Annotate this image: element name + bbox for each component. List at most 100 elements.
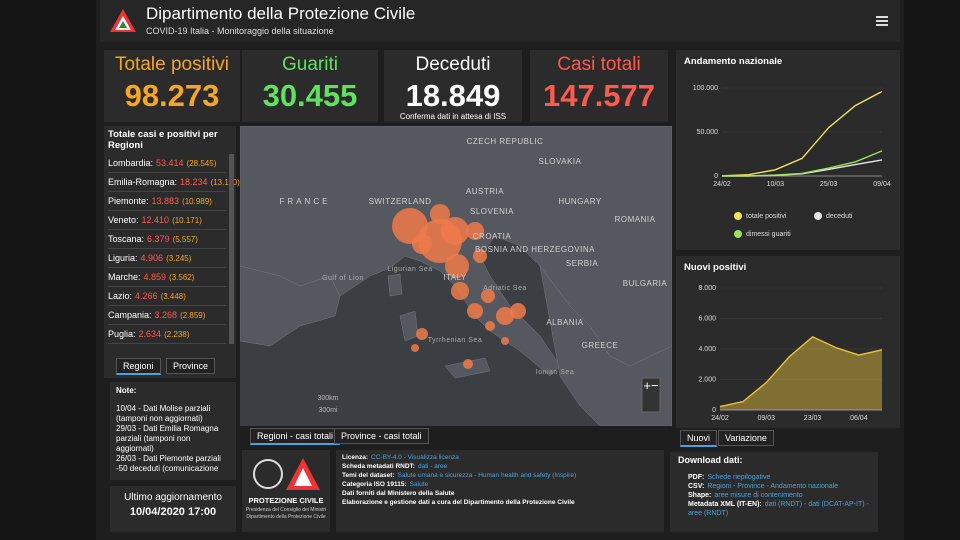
map-label: CROATIA	[473, 232, 512, 241]
info-label: Dati forniti dal Ministero della Salute	[342, 490, 455, 497]
update-label: Ultimo aggiornamento	[124, 492, 222, 503]
region-positive: (10.989)	[182, 197, 212, 206]
region-name: Emilia-Romagna:	[108, 177, 178, 187]
map-panel: FRANCE SWITZERLAND AUSTRIA CZECH REPUBLIC SL…	[240, 126, 672, 426]
header-title: Dipartimento della Protezione Civile	[146, 4, 416, 23]
stat-label: Casi totali	[557, 54, 641, 75]
region-row: Marche: 4.859 (3.562)	[108, 268, 226, 287]
map-bubble	[496, 307, 514, 325]
stat-box: Guariti 30.455	[242, 50, 378, 122]
region-positive: (2.238)	[164, 330, 190, 339]
logo-line: Presidenza del Consiglio dei Ministri	[245, 507, 327, 513]
x-tick-label: 24/02	[711, 415, 729, 422]
map-label: AUSTRIA	[466, 187, 504, 196]
legend-swatch	[814, 212, 822, 220]
region-total: 18.234	[180, 177, 208, 187]
land	[240, 265, 341, 347]
region-total: 2.634	[138, 329, 162, 339]
legend-swatch	[734, 212, 742, 220]
map-bubble	[481, 289, 495, 303]
header-subtitle: COVID-19 Italia - Monitoraggio della sit…	[146, 26, 334, 36]
logo-line: Dipartimento della Protezione Civile	[246, 514, 326, 520]
download-link: Schede riepilogative	[707, 474, 771, 481]
info-label: Licenza:	[342, 454, 369, 461]
info-panel: Licenza: CC-BY-4.0 - Visualizza licenza Sc…	[336, 450, 664, 532]
menu-button[interactable]	[876, 16, 888, 26]
map-bubble	[467, 303, 483, 319]
info-label: Categoria ISO 19115:	[342, 481, 407, 488]
y-tick-label: 8.000	[698, 285, 716, 292]
x-tick-label: 09/04	[873, 181, 891, 188]
map-label: ALBANIA	[546, 318, 583, 327]
chart-tab[interactable]: Variazione	[718, 430, 774, 446]
x-tick-label: 25/03	[820, 181, 838, 188]
region-name: Liguria:	[108, 253, 138, 263]
stat-label: Totale positivi	[114, 54, 230, 75]
chart-tab[interactable]: Nuovi	[680, 430, 718, 447]
download-item: Metadata XML (IT-EN): dati (RNDT) - dati …	[678, 500, 870, 518]
info-label: Elaborazione e gestione dati a cura del …	[342, 499, 575, 506]
download-label: CSV:	[688, 483, 705, 490]
region-name: Piemonte:	[108, 196, 149, 206]
map-tab[interactable]: Regioni - casi totali	[250, 428, 341, 445]
chart-title: Nuovi positivi	[684, 262, 747, 273]
region-tab[interactable]: Regioni	[116, 358, 161, 375]
region-total: 3.268	[154, 310, 178, 320]
region-row: Toscana: 6.379 (5.557)	[108, 230, 226, 249]
map-scale: 300km	[317, 395, 338, 402]
map-bubble	[466, 222, 484, 240]
map-tab[interactable]: Province - casi totali	[334, 428, 429, 444]
region-total: 6.379	[147, 234, 170, 244]
map-label: Tyrrhenian Sea	[428, 337, 482, 344]
map-label: SERBIA	[566, 259, 599, 268]
map-label: SWITZERLAND	[369, 197, 432, 206]
line	[721, 150, 883, 177]
region-name: Veneto:	[108, 215, 139, 225]
info-link: Salute umana e sicurezza - Human health …	[397, 472, 577, 479]
emblem	[253, 459, 283, 489]
region-row: Liguria: 4.906 (3.245)	[108, 249, 226, 268]
info-line: Dati forniti dal Ministero della Salute	[342, 489, 658, 498]
note-item: 26/03 - Dati Piemonte parziali -50 deced…	[116, 454, 221, 473]
map-bubble	[463, 359, 473, 369]
map-label: HUNGARY	[558, 197, 602, 206]
map-bubble	[445, 254, 469, 278]
area	[720, 336, 882, 410]
region-total: 4.859	[143, 272, 167, 282]
legend-label: totale positivi	[746, 213, 787, 220]
stat-box: Casi totali 147.577	[530, 50, 668, 122]
download-label: Shape:	[688, 492, 712, 499]
legend-swatch	[734, 230, 742, 238]
stat-value: 18.849	[405, 78, 501, 113]
map-label: Ligurian Sea	[387, 266, 432, 273]
note-item: 10/04 - Dati Molise parziali (tamponi no…	[116, 404, 211, 423]
region-row: Piemonte: 13.883 (10.989)	[108, 192, 226, 211]
line	[719, 335, 883, 408]
logo-name: PROTEZIONE CIVILE	[248, 496, 324, 505]
region-positive: (3.562)	[169, 273, 195, 282]
region-positive: (3.448)	[160, 292, 186, 301]
map-label: SLOVAKIA	[539, 157, 582, 166]
regions-title: Totale casi e positivi per Regioni	[108, 129, 218, 151]
scrollbar	[229, 154, 234, 344]
legend-label: deceduti	[826, 213, 853, 220]
region-row: Lazio: 4.266 (3.448)	[108, 287, 226, 306]
stat-value: 30.455	[262, 78, 358, 113]
stat-box: Deceduti 18.849 Conferma dati in attesa di…	[384, 50, 522, 122]
map-bubble	[510, 303, 526, 319]
y-tick-label: 6.000	[698, 315, 716, 322]
download-link: dati (RNDT) - dati (DCAT-AP-IT) - aree (…	[688, 501, 869, 517]
download-item: Shape: aree misure di contenimento	[678, 491, 870, 500]
header: Dipartimento della Protezione Civile COV…	[100, 0, 900, 42]
zoom-buttons[interactable]: +−	[643, 378, 659, 393]
triangle-inner	[294, 468, 312, 486]
legend-label: dimessi guariti	[746, 231, 791, 238]
chart-panel: Andamento nazionale 0 50.000 100.000 24/02 10…	[676, 50, 900, 250]
map-bubble	[473, 249, 487, 263]
region-tab[interactable]: Province	[166, 358, 216, 374]
download-label: Metadata XML (IT-EN):	[688, 501, 762, 508]
y-tick-label: 100.000	[693, 85, 718, 92]
region-row: Emilia-Romagna: 18.234 (13.110)	[108, 173, 240, 192]
map-bubble	[441, 217, 469, 245]
chart: 0 2.000 4.000 6.000 8.000 24/02 09/03 23/03 06/0…	[698, 285, 883, 422]
